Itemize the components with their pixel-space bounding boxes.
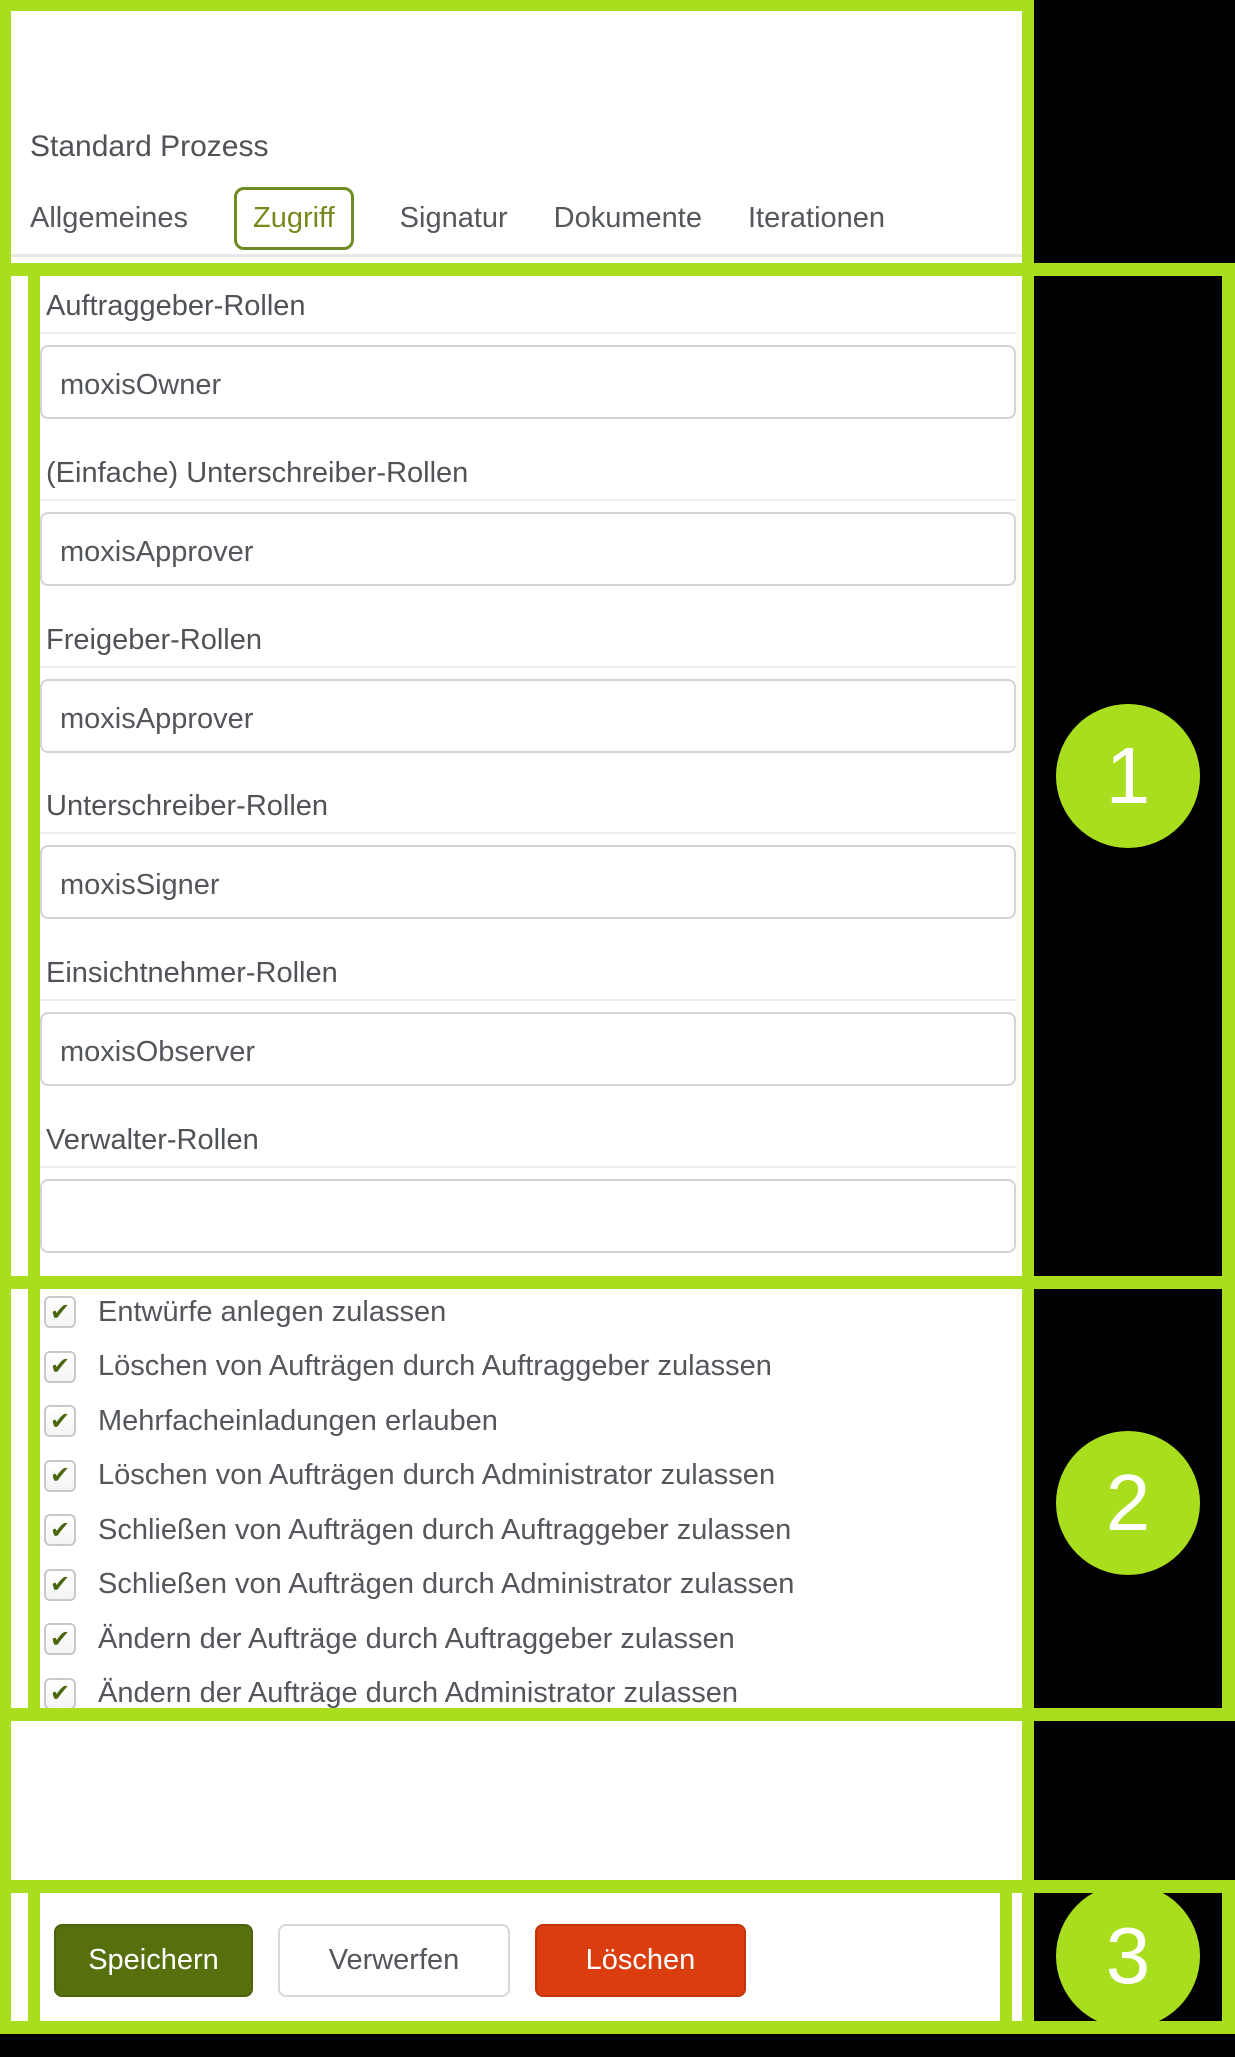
tab-dokumente[interactable]: Dokumente: [553, 201, 702, 234]
checkbox-row: ✔ Ändern der Aufträge durch Auftraggeber…: [44, 1612, 1006, 1667]
checkbox-label: Ändern der Aufträge durch Administrator …: [98, 1677, 738, 1710]
role-input[interactable]: moxisObserver: [40, 1012, 1016, 1086]
checkbox-checked[interactable]: ✔: [44, 1405, 76, 1438]
field-einfache-unterschreiber-rollen: (Einfache) Unterschreiber-Rollen moxisAp…: [40, 457, 1016, 586]
annotation-line-bracket-right-bottom: [1222, 1880, 1235, 2034]
annotation-marker-3: 3: [1056, 1884, 1200, 2028]
discard-button[interactable]: Verwerfen: [278, 1924, 510, 1997]
tab-bar-divider: [0, 254, 1022, 257]
role-input[interactable]: moxisSigner: [40, 845, 1016, 919]
tab-signatur[interactable]: Signatur: [399, 201, 508, 234]
check-icon: ✔: [49, 1571, 71, 1599]
checkbox-label: Entwürfe anlegen zulassen: [98, 1295, 447, 1328]
role-value: moxisSigner: [60, 869, 220, 901]
checkbox-label: Ändern der Aufträge durch Auftraggeber z…: [98, 1622, 735, 1655]
annotation-line-divider-4: [0, 1880, 1235, 1893]
action-buttons: Speichern Verwerfen Löschen: [54, 1924, 746, 1997]
checkbox-checked[interactable]: ✔: [44, 1514, 76, 1547]
role-value: moxisOwner: [60, 369, 222, 401]
checkbox-checked[interactable]: ✔: [44, 1623, 76, 1656]
page-title: Standard Prozess: [30, 130, 269, 163]
annotation-line-top: [0, 0, 1034, 11]
field-label: Auftraggeber-Rollen: [40, 290, 1016, 334]
tab-bar: Allgemeines Zugriff Signatur Dokumente I…: [30, 182, 885, 254]
check-icon: ✔: [49, 1353, 71, 1381]
save-button[interactable]: Speichern: [54, 1924, 253, 1997]
role-input[interactable]: moxisOwner: [40, 345, 1016, 419]
check-icon: ✔: [49, 1298, 71, 1326]
checkbox-label: Löschen von Aufträgen durch Administrato…: [98, 1459, 776, 1492]
field-label: Unterschreiber-Rollen: [40, 790, 1016, 834]
annotation-line-left-outer: [0, 0, 11, 2034]
annotation-line-divider-3: [0, 1708, 1235, 1721]
checkbox-label: Schließen von Aufträgen durch Auftraggeb…: [98, 1513, 792, 1546]
annotation-line-box3-right: [1000, 1880, 1012, 2034]
checkbox-row: ✔ Entwürfe anlegen zulassen: [44, 1285, 1006, 1340]
annotation-line-divider-1: [0, 263, 1235, 276]
field-unterschreiber-rollen: Unterschreiber-Rollen moxisSigner: [40, 790, 1016, 919]
annotation-line-bracket-right: [1222, 263, 1235, 1721]
check-icon: ✔: [49, 1625, 71, 1653]
annotation-line-bottom: [0, 2021, 1235, 2034]
permissions-checkbox-list: ✔ Entwürfe anlegen zulassen ✔ Löschen vo…: [44, 1285, 1006, 1721]
field-freigeber-rollen: Freigeber-Rollen moxisApprover: [40, 624, 1016, 753]
field-einsichtnehmer-rollen: Einsichtnehmer-Rollen moxisObserver: [40, 957, 1016, 1086]
annotation-marker-2: 2: [1056, 1431, 1200, 1575]
role-input[interactable]: moxisApprover: [40, 512, 1016, 586]
check-icon: ✔: [49, 1462, 71, 1490]
field-label: Einsichtnehmer-Rollen: [40, 957, 1016, 1001]
field-label: Verwalter-Rollen: [40, 1124, 1016, 1168]
check-icon: ✔: [49, 1680, 71, 1708]
checkbox-checked[interactable]: ✔: [44, 1568, 76, 1601]
field-auftraggeber-rollen: Auftraggeber-Rollen moxisOwner: [40, 290, 1016, 419]
checkbox-checked[interactable]: ✔: [44, 1459, 76, 1492]
checkbox-row: ✔ Ändern der Aufträge durch Administrato…: [44, 1667, 1006, 1722]
checkbox-checked[interactable]: ✔: [44, 1677, 76, 1710]
tab-iterationen[interactable]: Iterationen: [747, 201, 886, 234]
checkbox-label: Löschen von Aufträgen durch Auftraggeber…: [98, 1350, 772, 1383]
checkbox-row: ✔ Mehrfacheinladungen erlauben: [44, 1394, 1006, 1449]
field-verwalter-rollen: Verwalter-Rollen: [40, 1124, 1016, 1253]
annotation-line-left-inner-bottom: [28, 1880, 40, 2034]
checkbox-checked[interactable]: ✔: [44, 1350, 76, 1383]
checkbox-row: ✔ Schließen von Aufträgen durch Auftragg…: [44, 1503, 1006, 1558]
annotation-marker-1: 1: [1056, 704, 1200, 848]
checkbox-label: Mehrfacheinladungen erlauben: [98, 1404, 498, 1437]
role-value: moxisApprover: [60, 703, 254, 735]
role-input[interactable]: [40, 1179, 1016, 1253]
annotation-line-left-inner: [28, 263, 40, 1721]
annotation-line-divider-2: [0, 1276, 1235, 1289]
role-value: moxisApprover: [60, 536, 254, 568]
checkbox-row: ✔ Löschen von Aufträgen durch Auftraggeb…: [44, 1340, 1006, 1395]
tab-allgemeines[interactable]: Allgemeines: [30, 201, 188, 234]
process-settings-panel: Standard Prozess Allgemeines Zugriff Sig…: [0, 0, 1034, 2033]
checkbox-label: Schließen von Aufträgen durch Administra…: [98, 1568, 795, 1601]
checkbox-row: ✔ Schließen von Aufträgen durch Administ…: [44, 1558, 1006, 1613]
checkbox-row: ✔ Löschen von Aufträgen durch Administra…: [44, 1449, 1006, 1504]
annotation-line-right-outer: [1022, 0, 1034, 2034]
role-input[interactable]: moxisApprover: [40, 679, 1016, 753]
checkbox-checked[interactable]: ✔: [44, 1296, 76, 1329]
role-value: moxisObserver: [60, 1036, 255, 1068]
check-icon: ✔: [49, 1516, 71, 1544]
field-label: Freigeber-Rollen: [40, 624, 1016, 668]
delete-button[interactable]: Löschen: [535, 1924, 746, 1997]
check-icon: ✔: [49, 1407, 71, 1435]
field-label: (Einfache) Unterschreiber-Rollen: [40, 457, 1016, 501]
tab-zugriff[interactable]: Zugriff: [233, 186, 354, 250]
